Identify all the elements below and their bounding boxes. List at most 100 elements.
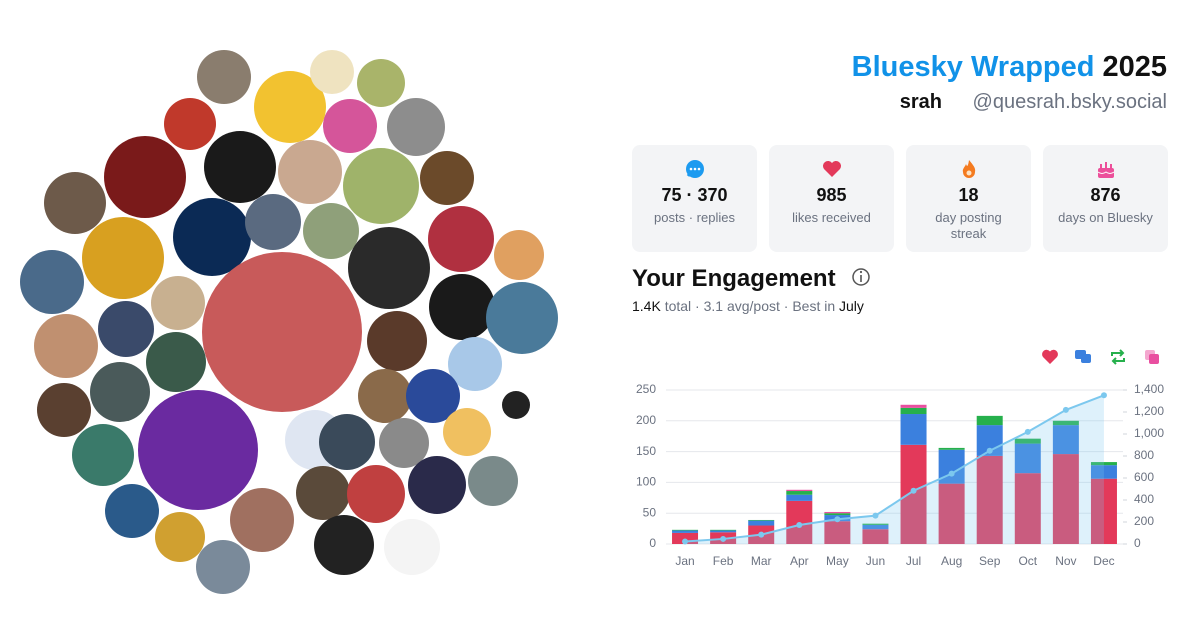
summary-best: July <box>839 298 864 314</box>
bar-segment <box>900 444 927 544</box>
avatar <box>310 50 354 94</box>
line-point <box>720 535 727 542</box>
avatar <box>254 71 326 143</box>
bar-segment <box>862 523 889 525</box>
user-name: srah <box>900 91 942 113</box>
bar-segment <box>824 513 851 516</box>
avatar <box>384 519 440 575</box>
bar-segment <box>862 529 889 544</box>
avatar <box>104 136 186 218</box>
stat-card: 75 · 370 posts · replies <box>632 145 757 252</box>
bar-segment <box>824 521 851 544</box>
bar-segment <box>786 491 813 495</box>
avatar <box>173 198 251 276</box>
bar-segment <box>710 529 737 531</box>
legend-repost <box>1111 349 1125 365</box>
avatar <box>420 151 474 205</box>
chart: 0 50 100 150 200 250 0 200 400 600 800 1,000 1,200 1,… <box>636 382 1164 568</box>
bar-segment <box>1014 438 1041 444</box>
icon-heart <box>822 161 841 177</box>
stat-value: 75 · 370 <box>661 185 728 205</box>
y-tick-label: 100 <box>636 475 656 489</box>
stat-value: 985 <box>816 185 847 205</box>
bar-segment <box>748 519 775 521</box>
title-text: Bluesky Wrapped <box>852 51 1095 83</box>
title-year: 2025 <box>1102 51 1167 83</box>
stat-label: likes received <box>792 210 871 225</box>
x-tick-label: Nov <box>1055 554 1076 568</box>
line-point <box>986 447 993 454</box>
avatar <box>443 408 491 456</box>
line-point <box>758 531 765 538</box>
avatar <box>367 311 427 371</box>
avatar <box>72 424 134 486</box>
avatar <box>379 418 429 468</box>
x-tick-label: Jun <box>866 554 885 568</box>
avatar <box>245 194 301 250</box>
bar-segment <box>1090 462 1117 466</box>
icon-fire <box>962 160 975 178</box>
line-area <box>685 395 1104 544</box>
summary-text: total · 3.1 avg/post · Best in <box>664 298 836 314</box>
y-tick-label: 0 <box>649 536 656 550</box>
avatar <box>406 369 460 423</box>
bar-segment <box>862 524 889 530</box>
section-title: Your Engagement <box>632 265 836 292</box>
avatar <box>323 99 377 153</box>
line-point <box>1024 428 1031 435</box>
x-tick-label: Sep <box>979 554 1001 568</box>
avatar <box>90 362 150 422</box>
avatar <box>448 337 502 391</box>
legend <box>1042 349 1159 365</box>
avatar <box>105 484 159 538</box>
bar-segment <box>824 511 851 514</box>
bar-segment <box>1090 478 1117 544</box>
x-tick-label: Apr <box>790 554 809 568</box>
x-tick-label: Aug <box>941 554 962 568</box>
bar-segment <box>786 489 813 492</box>
avatar <box>387 98 445 156</box>
stat-card: 18 day posting streak <box>906 145 1031 252</box>
avatar <box>358 369 412 423</box>
engagement-summary: 1.4K total · 3.1 avg/post · Best in July <box>632 298 864 314</box>
avatar <box>303 203 359 259</box>
line <box>684 394 1105 543</box>
y2-tick-label: 600 <box>1134 470 1154 484</box>
icon-cake <box>1097 162 1114 178</box>
bar-segment <box>672 530 699 533</box>
line-point <box>1100 392 1107 399</box>
line-point <box>1062 406 1069 413</box>
avatar <box>468 456 518 506</box>
bar-segment <box>786 494 813 501</box>
bar-segment <box>938 447 965 450</box>
line-point <box>948 470 955 477</box>
avatar <box>230 488 294 552</box>
avatar <box>428 206 494 272</box>
line-point <box>834 516 841 523</box>
avatar <box>314 515 374 575</box>
info-icon[interactable] <box>852 268 870 286</box>
avatar <box>494 230 544 280</box>
avatar <box>408 456 466 514</box>
avatar <box>319 414 375 470</box>
y-tick-label: 50 <box>643 505 657 519</box>
bar-segment <box>710 530 737 533</box>
avatar <box>343 148 419 224</box>
avatar <box>357 59 405 107</box>
stat-card: 985 likes received <box>769 145 894 252</box>
y2-tick-label: 1,200 <box>1134 404 1164 418</box>
avatar <box>486 282 558 354</box>
legend-quote <box>1149 354 1159 364</box>
bar-segment <box>748 520 775 526</box>
line-point <box>910 487 917 494</box>
avatar <box>151 276 205 330</box>
avatar <box>20 250 84 314</box>
avatar <box>82 217 164 299</box>
avatar <box>204 131 276 203</box>
avatar <box>44 172 106 234</box>
avatar <box>155 512 205 562</box>
bar-segment <box>1090 465 1117 479</box>
avatar <box>296 466 350 520</box>
